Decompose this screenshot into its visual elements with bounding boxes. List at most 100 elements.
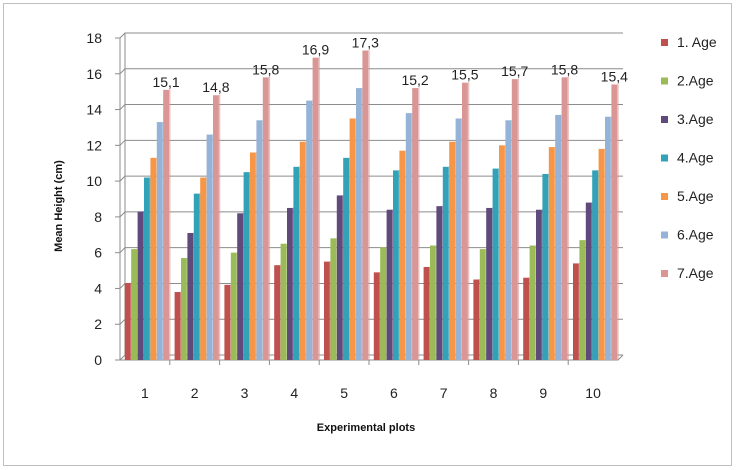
- y-tick-label: 0: [94, 352, 102, 368]
- bar: [455, 118, 462, 360]
- legend-label: 3.Age: [677, 111, 714, 127]
- bar: [529, 245, 536, 360]
- y-tick-label: 2: [94, 316, 102, 332]
- legend-label: 2.Age: [677, 73, 714, 89]
- x-tick-label: 4: [290, 385, 298, 401]
- y-tick-label: 18: [86, 30, 102, 46]
- bar: [356, 88, 362, 360]
- bar: [336, 195, 343, 360]
- bar-side: [467, 81, 470, 360]
- bar: [479, 249, 486, 360]
- legend-swatch: [661, 39, 668, 46]
- bar: [412, 88, 418, 360]
- bar: [561, 77, 568, 360]
- bar: [393, 170, 399, 360]
- bar: [224, 284, 231, 360]
- bar: [611, 84, 618, 360]
- legend-swatch: [661, 270, 668, 277]
- legend: 1. Age 2.Age 3.Age 4.Age 5.Age 6.Age 7.Age: [661, 34, 717, 281]
- bar: [473, 279, 480, 360]
- bar: [405, 113, 412, 360]
- bar: [306, 100, 312, 360]
- data-label: 15,2: [401, 72, 428, 88]
- bar: [200, 177, 206, 360]
- x-tick-label: 2: [191, 385, 199, 401]
- y-tick-label: 10: [86, 173, 102, 189]
- bar: [592, 170, 598, 360]
- legend-label: 6.Age: [677, 227, 714, 243]
- bar: [373, 272, 380, 360]
- y-tick-label: 4: [94, 280, 102, 296]
- bar: [330, 238, 337, 360]
- x-tick-label: 5: [340, 385, 348, 401]
- bar: [274, 265, 280, 360]
- bar: [585, 202, 592, 360]
- bar: [462, 82, 468, 360]
- data-label: 14,8: [202, 79, 229, 95]
- bar: [230, 252, 237, 360]
- bar: [442, 166, 449, 360]
- bar: [124, 283, 131, 360]
- bar: [193, 193, 200, 360]
- y-tick-label: 16: [86, 66, 102, 82]
- bar-side: [218, 93, 221, 360]
- bar: [156, 122, 163, 360]
- bar: [386, 209, 393, 360]
- bar: [131, 249, 137, 360]
- data-label: 15,7: [501, 63, 528, 79]
- legend-swatch: [661, 77, 668, 85]
- bar: [492, 168, 499, 360]
- data-labels: 15,1 14,8 15,8 16,9 17,3 15,2 15,5 15,7 15,8 15,4: [152, 35, 628, 96]
- bar: [324, 261, 330, 360]
- x-tick-label: 8: [490, 385, 498, 401]
- y-tick-label: 12: [86, 137, 102, 153]
- x-tick-label: 3: [241, 385, 249, 401]
- data-label: 17,3: [352, 35, 379, 51]
- data-label: 15,8: [252, 61, 279, 77]
- y-tick-label: 8: [94, 209, 102, 225]
- legend-swatch: [661, 154, 668, 162]
- bar: [573, 263, 579, 360]
- bar: [598, 148, 605, 360]
- bar: [555, 114, 561, 360]
- bar: [436, 206, 443, 360]
- bar: [237, 213, 243, 360]
- bar: [163, 89, 169, 360]
- x-tick-label: 1: [141, 385, 149, 401]
- bar: [213, 95, 219, 360]
- x-tick-label: 10: [585, 385, 601, 401]
- gridline: [119, 68, 623, 75]
- bar: [280, 243, 287, 360]
- bar-side: [617, 83, 619, 360]
- legend-label: 7.Age: [677, 265, 714, 281]
- bar: [430, 245, 436, 360]
- bar: [548, 147, 555, 360]
- legend-label: 1. Age: [677, 34, 717, 50]
- bar: [150, 157, 157, 360]
- bar: [187, 232, 194, 360]
- bar: [380, 247, 386, 360]
- bar: [542, 173, 549, 360]
- y-tick-label: 14: [86, 102, 102, 118]
- legend-swatch: [661, 193, 668, 200]
- data-label: 15,4: [601, 69, 628, 85]
- bar: [144, 177, 150, 360]
- x-tick-label: 6: [390, 385, 398, 401]
- bar: [243, 172, 250, 360]
- bar: [287, 207, 293, 360]
- bar-side: [368, 49, 370, 361]
- bar: [486, 207, 492, 360]
- bar: [250, 152, 256, 360]
- bar-side: [318, 56, 320, 361]
- bar: [399, 150, 406, 360]
- bar: [256, 120, 263, 361]
- data-label: 15,1: [152, 74, 179, 90]
- x-tick-label: 9: [539, 385, 547, 401]
- bar: [174, 292, 181, 360]
- bars: [124, 49, 619, 361]
- x-tick-label: 7: [440, 385, 448, 401]
- bar-side: [268, 75, 271, 360]
- bar: [499, 145, 505, 360]
- gridline: [119, 104, 623, 110]
